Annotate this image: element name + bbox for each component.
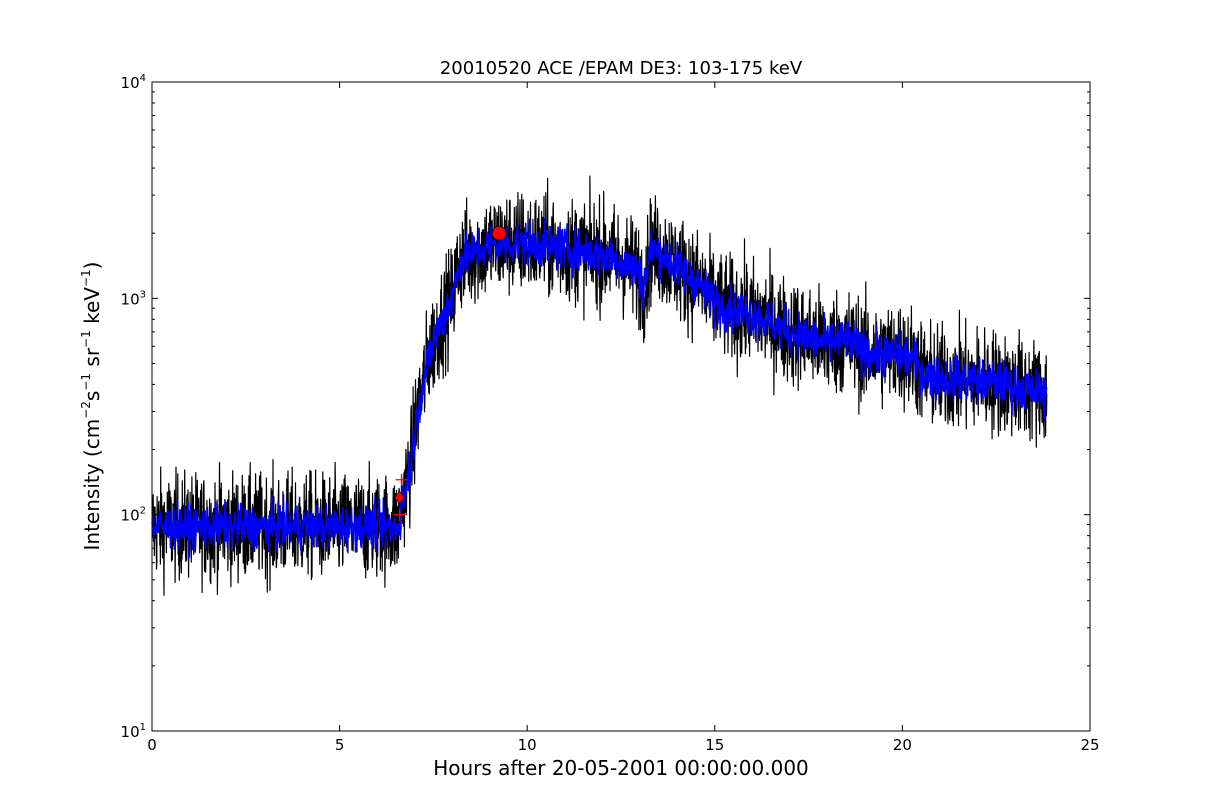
y-label-prefix: Intensity (cm <box>80 419 104 551</box>
y-tick-label: 102 <box>121 506 146 525</box>
y-label-sr: sr <box>80 347 104 373</box>
x-tick-label: 0 <box>147 736 157 754</box>
chart-title: 20010520 ACE /EPAM DE3: 103-175 keV <box>440 58 803 79</box>
y-tick-label: 101 <box>121 722 146 741</box>
y-label-suffix: ) <box>80 262 104 270</box>
y-label-sup-4: −1 <box>79 269 93 287</box>
marker-plus-1 <box>395 473 408 486</box>
x-tick-label: 20 <box>893 736 912 754</box>
x-tick-label: 10 <box>518 736 537 754</box>
y-label-sup-1: −2 <box>79 401 93 419</box>
x-tick-label: 25 <box>1080 736 1099 754</box>
y-axis-label: Intensity (cm−2s−1 sr−1 keV−1) <box>79 262 104 551</box>
x-tick-label: 15 <box>705 736 724 754</box>
y-label-sup-3: −1 <box>79 330 93 348</box>
y-label-s: s <box>80 391 104 401</box>
marker-peak-circle <box>491 225 507 241</box>
x-axis-label: Hours after 20-05-2001 00:00:00.000 <box>433 756 809 780</box>
x-tick-label: 5 <box>335 736 345 754</box>
marker-diamond <box>394 491 406 505</box>
plot-frame <box>151 81 1091 732</box>
marker-plus-0 <box>393 508 406 521</box>
y-label-kev: keV <box>80 287 104 331</box>
series-smoothed-line <box>151 218 1048 561</box>
y-tick-label: 103 <box>121 289 146 308</box>
y-tick-label: 104 <box>121 73 146 92</box>
y-label-sup-2: −1 <box>79 373 93 391</box>
plot-area <box>151 175 1048 596</box>
axis-ticks: 0 5 10 15 20 25 101 102 103 104 <box>121 73 1100 754</box>
